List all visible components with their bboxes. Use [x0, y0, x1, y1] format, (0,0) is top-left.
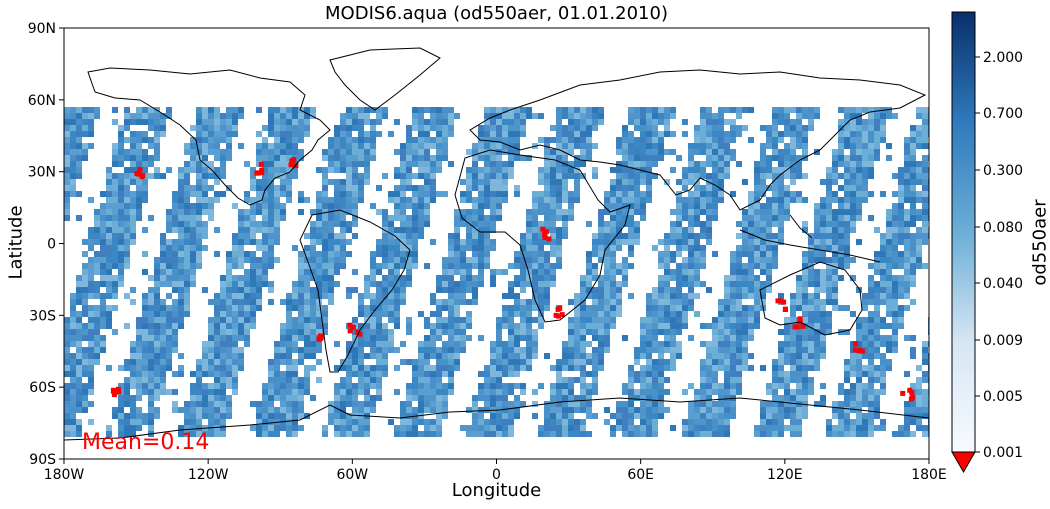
y-tick-label: 0 [47, 237, 56, 253]
y-tick-label: 60N [28, 93, 56, 109]
y-tick-label: 60S [29, 380, 56, 396]
colorbar-tick-label: 0.009 [983, 333, 1023, 349]
colorbar-tick-label: 0.001 [983, 445, 1023, 461]
y-tick-label: 30N [28, 165, 56, 181]
coastline-australia [759, 261, 863, 336]
colorbar-tick-label: 0.005 [983, 389, 1023, 405]
colorbar: 2.000 0.700 0.300 0.080 0.040 0.009 0.005 0.001 [951, 11, 1023, 474]
y-axis-label: Latitude [5, 205, 27, 280]
x-tick-label: 60W [336, 467, 368, 483]
coastline-greenland [329, 47, 441, 111]
colorbar-tick-label: 0.700 [983, 106, 1023, 122]
colorbar-tick-label: 0.080 [983, 220, 1023, 236]
coastline-south-america [299, 209, 411, 373]
y-tick-label: 90N [28, 21, 56, 37]
coastline-antarctica [64, 397, 929, 441]
coastline-north-america [87, 67, 331, 206]
colorbar-ticks: 2.000 0.700 0.300 0.080 0.040 0.009 0.005 0.001 [975, 50, 1023, 461]
colorbar-tick-label: 0.300 [983, 163, 1023, 179]
x-axis-label: Longitude [451, 480, 542, 501]
axis-ticks: 180W 120W 60W 0 60E 120E 180E 90N 60N 30N 0 30S 60S 9… [28, 21, 947, 483]
colorbar-tick-label: 0.040 [983, 276, 1023, 292]
colorbar-under-triangle [951, 451, 976, 474]
aod-data-layer [64, 107, 929, 438]
colorbar-label: od550aer [1029, 199, 1050, 286]
y-tick-label: 30S [29, 308, 56, 324]
x-tick-label: 0 [492, 467, 501, 483]
x-tick-label: 180W [44, 467, 85, 483]
coastline-europe-asia [469, 69, 927, 211]
x-tick-label: 180E [911, 467, 947, 483]
chart-title: MODIS6.aqua (od550aer, 01.01.2010) [325, 3, 668, 24]
x-tick-label: 60E [627, 467, 654, 483]
x-tick-label: 120E [767, 467, 803, 483]
colorbar-gradient [951, 11, 976, 453]
x-tick-label: 120W [188, 467, 229, 483]
coastline-southeast-asia [739, 214, 881, 263]
y-tick-label: 90S [29, 452, 56, 468]
coastlines [64, 47, 929, 441]
colorbar-tick-label: 2.000 [983, 50, 1023, 66]
coastline-africa [454, 149, 631, 323]
mean-annotation: Mean=0.14 [82, 430, 210, 455]
